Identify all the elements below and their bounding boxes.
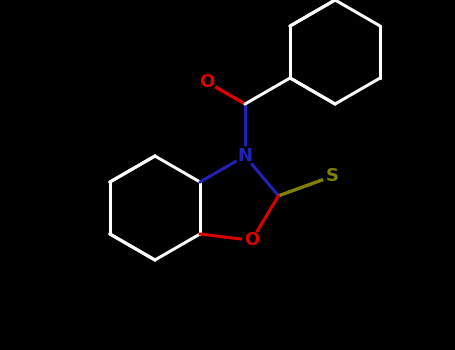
Text: N: N <box>238 147 253 165</box>
Circle shape <box>323 167 341 185</box>
Text: O: O <box>199 73 214 91</box>
Circle shape <box>198 73 216 91</box>
Text: O: O <box>244 231 259 249</box>
Circle shape <box>236 147 254 165</box>
Circle shape <box>243 231 261 249</box>
Text: S: S <box>326 167 339 185</box>
